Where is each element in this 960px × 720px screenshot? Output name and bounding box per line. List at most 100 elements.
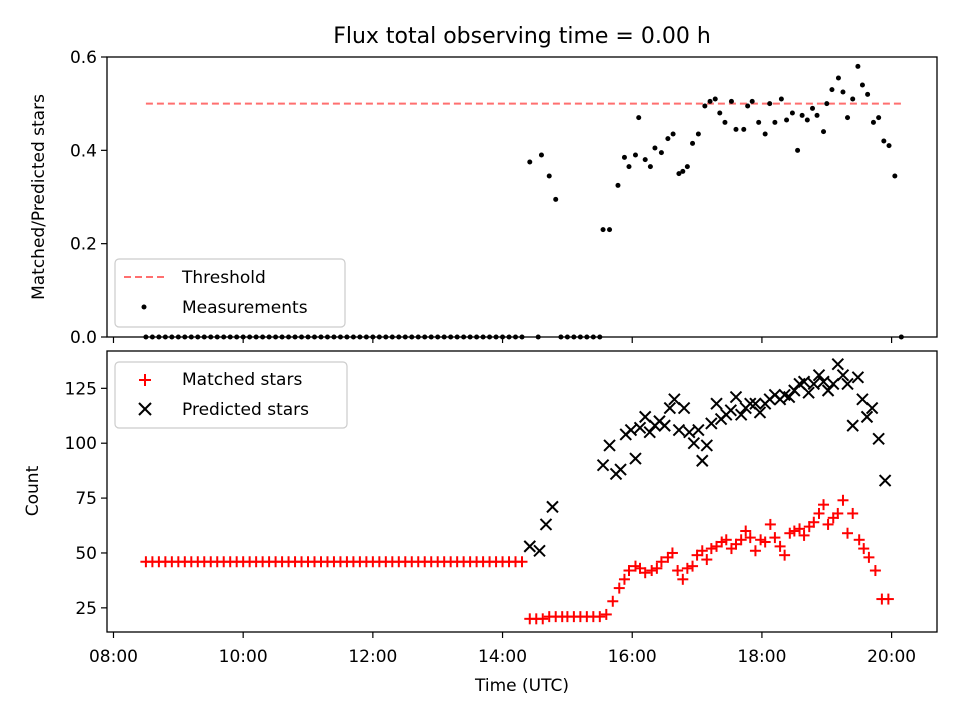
x-tick-label: 16:00 bbox=[608, 647, 657, 667]
measurement-point bbox=[680, 168, 686, 174]
matched-star-point bbox=[607, 595, 619, 607]
predicted-star-point bbox=[672, 423, 686, 437]
predicted-star-point bbox=[624, 423, 638, 437]
predicted-star-point bbox=[692, 423, 705, 437]
predicted-star-point bbox=[865, 401, 879, 415]
measurement-point bbox=[527, 159, 533, 165]
measurement-point bbox=[707, 98, 713, 104]
predicted-star-point bbox=[705, 417, 718, 430]
matched-star-point bbox=[863, 551, 875, 563]
matched-star-point bbox=[813, 507, 825, 519]
matched-star-point bbox=[655, 556, 667, 568]
x-axis-label: Time (UTC) bbox=[474, 676, 569, 696]
matched-star-point bbox=[749, 545, 761, 557]
top-y-tick-label: 0.6 bbox=[70, 48, 97, 68]
matched-star-point bbox=[618, 573, 630, 585]
matched-star-point bbox=[623, 565, 635, 577]
predicted-star-point bbox=[836, 368, 850, 382]
measurement-point bbox=[749, 98, 755, 104]
predicted-star-point bbox=[744, 397, 757, 410]
matched-star-point bbox=[681, 562, 693, 574]
predicted-star-point bbox=[668, 393, 681, 406]
matched-star-point bbox=[858, 543, 870, 555]
predicted-star-point bbox=[539, 518, 553, 531]
measurement-point bbox=[859, 82, 865, 88]
predicted-star-point bbox=[677, 401, 691, 415]
predicted-star-point bbox=[734, 408, 748, 421]
top-x-axis-ticks bbox=[112, 337, 893, 343]
measurement-point bbox=[886, 143, 892, 149]
legend-predicted-label: Predicted stars bbox=[182, 400, 309, 420]
figure-title: Flux total observing time = 0.00 h bbox=[333, 24, 711, 49]
measurement-point bbox=[821, 129, 827, 135]
x-tick-label: 14:00 bbox=[478, 647, 527, 667]
measurement-point bbox=[553, 196, 559, 202]
predicted-star-point bbox=[807, 377, 821, 391]
bottom-panel: 25 50 75 100 125 08:00 10:00 12:00 14:00 16:00 18… bbox=[23, 350, 938, 696]
bottom-y-tick-label: 25 bbox=[75, 599, 97, 619]
predicted-star-point bbox=[687, 436, 701, 450]
matched-star-point bbox=[764, 518, 776, 530]
matched-star-point bbox=[798, 529, 810, 541]
measurement-point bbox=[695, 131, 701, 137]
measurement-point bbox=[600, 227, 606, 233]
bottom-plot-frame bbox=[106, 350, 938, 633]
measurement-point bbox=[684, 164, 690, 170]
matched-star-point bbox=[677, 573, 689, 585]
measurement-point bbox=[690, 140, 696, 146]
measurement-point bbox=[607, 227, 613, 233]
matched-star-point bbox=[705, 543, 717, 555]
predicted-star-point bbox=[614, 463, 627, 476]
legend-predicted-swatch bbox=[138, 402, 152, 416]
predicted-star-point bbox=[603, 439, 616, 452]
measurement-point bbox=[789, 110, 795, 116]
measurement-point bbox=[829, 87, 835, 93]
measurement-point bbox=[632, 152, 638, 158]
measurement-point bbox=[845, 115, 851, 121]
measurement-point bbox=[881, 138, 887, 144]
matched-star-point bbox=[594, 611, 606, 623]
top-legend-box bbox=[114, 258, 346, 328]
matched-star-point bbox=[666, 547, 678, 559]
measurement-point bbox=[741, 126, 747, 132]
matched-star-point bbox=[600, 608, 612, 620]
bottom-y-tick-label: 100 bbox=[65, 434, 97, 454]
measurement-point bbox=[855, 63, 861, 69]
measurement-point bbox=[810, 105, 815, 111]
bottom-y-axis-ticks: 25 50 75 100 125 bbox=[65, 379, 107, 619]
matched-star-point bbox=[639, 567, 651, 579]
predicted-star-point bbox=[878, 474, 892, 487]
predicted-star-point bbox=[729, 390, 743, 404]
measurement-point bbox=[767, 101, 773, 107]
x-tick-label: 10:00 bbox=[219, 647, 268, 667]
predicted-star-point bbox=[546, 500, 559, 514]
x-tick-label: 20:00 bbox=[867, 647, 916, 667]
legend-measurements-swatch bbox=[141, 304, 147, 310]
x-tick-label: 08:00 bbox=[89, 647, 138, 667]
legend-threshold-label: Threshold bbox=[181, 268, 266, 288]
predicted-star-point bbox=[633, 421, 647, 435]
measurement-point bbox=[621, 154, 627, 160]
predicted-star-point bbox=[812, 368, 826, 382]
predicted-stars-points-layer bbox=[523, 357, 892, 557]
matched-star-point bbox=[882, 593, 894, 605]
top-panel: 0.0 0.2 0.4 0.6 Matched/Predicted stars Thr… bbox=[29, 48, 938, 348]
measurement-point bbox=[670, 131, 676, 137]
matched-star-point bbox=[779, 549, 791, 561]
predicted-star-point bbox=[724, 404, 738, 417]
measurement-point bbox=[702, 103, 708, 109]
measurement-point bbox=[712, 96, 718, 102]
measurement-point bbox=[636, 115, 642, 121]
measurement-point bbox=[804, 117, 810, 123]
measurement-point bbox=[756, 119, 762, 125]
measurement-point bbox=[652, 145, 658, 151]
measurement-point bbox=[850, 96, 856, 102]
measurement-point bbox=[728, 98, 734, 104]
bottom-legend: Matched stars Predicted stars bbox=[114, 361, 348, 429]
predicted-star-point bbox=[629, 452, 642, 465]
measurement-point bbox=[799, 112, 805, 118]
top-plot-frame bbox=[106, 56, 938, 338]
matched-star-point bbox=[516, 556, 528, 568]
